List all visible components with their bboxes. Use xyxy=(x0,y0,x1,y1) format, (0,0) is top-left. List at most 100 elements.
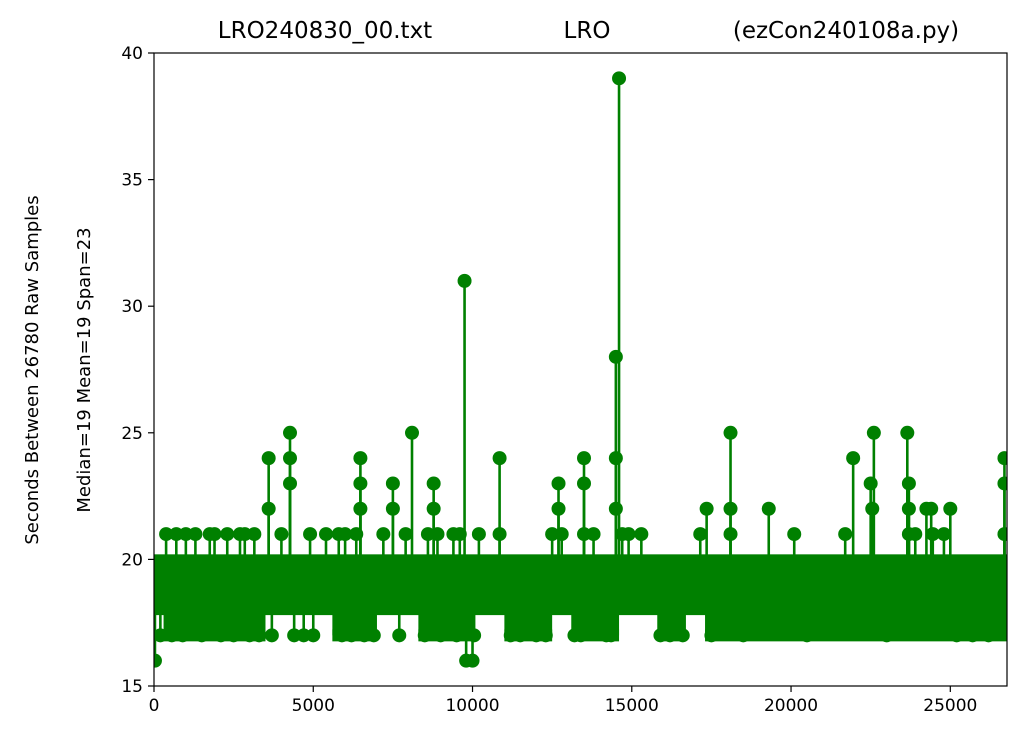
data-point xyxy=(385,501,400,516)
data-point xyxy=(799,628,814,643)
data-point xyxy=(283,451,298,466)
data-point xyxy=(612,71,627,86)
data-point xyxy=(513,628,528,643)
data-point xyxy=(261,451,276,466)
y-axis-label-line2: Median=19 Mean=19 Span=23 xyxy=(74,227,95,512)
data-point xyxy=(604,628,619,643)
data-point xyxy=(608,349,623,364)
data-point xyxy=(924,501,939,516)
data-point xyxy=(901,501,916,516)
data-point xyxy=(154,628,168,643)
data-point xyxy=(207,527,222,542)
data-point xyxy=(675,628,690,643)
data-point xyxy=(704,628,719,643)
data-point xyxy=(188,527,203,542)
data-point xyxy=(283,425,298,440)
data-point xyxy=(398,527,413,542)
data-point xyxy=(353,501,368,516)
data-point xyxy=(159,527,174,542)
data-point xyxy=(366,628,381,643)
x-axis: 0 5000 10000 15000 20000 25000 xyxy=(149,686,977,716)
plot-frame xyxy=(153,52,1008,687)
data-point xyxy=(471,527,486,542)
data-point xyxy=(164,628,179,643)
x-tick-label: 20000 xyxy=(764,696,818,716)
data-point xyxy=(866,425,881,440)
y-tick-label: 30 xyxy=(121,297,143,317)
data-point xyxy=(492,451,507,466)
x-tick-label: 25000 xyxy=(923,696,977,716)
low-sample-markers xyxy=(705,629,1007,642)
x-tick-label: 15000 xyxy=(605,696,659,716)
data-point xyxy=(492,527,507,542)
data-point xyxy=(787,527,802,542)
data-point xyxy=(417,628,432,643)
chart-title-left: LRO240830_00.txt xyxy=(218,18,432,44)
data-point xyxy=(449,628,464,643)
data-point xyxy=(247,527,262,542)
chart-title-center: LRO xyxy=(564,18,611,44)
data-point xyxy=(551,501,566,516)
data-point xyxy=(283,476,298,491)
data-point xyxy=(577,451,592,466)
data-point xyxy=(723,425,738,440)
data-point xyxy=(338,527,353,542)
data-point xyxy=(220,527,235,542)
data-point xyxy=(226,628,241,643)
y-tick-label: 40 xyxy=(121,44,143,64)
data-point xyxy=(252,628,267,643)
data-point xyxy=(586,527,601,542)
x-tick-label: 10000 xyxy=(445,696,499,716)
data-point xyxy=(353,451,368,466)
data-point xyxy=(154,653,162,668)
data-point xyxy=(663,628,678,643)
data-point xyxy=(925,527,940,542)
data-point xyxy=(344,628,359,643)
data-point xyxy=(981,628,996,643)
data-point xyxy=(908,527,923,542)
data-point xyxy=(997,451,1007,466)
data-point xyxy=(621,527,636,542)
data-point xyxy=(879,628,894,643)
data-point xyxy=(213,628,228,643)
data-point xyxy=(965,628,980,643)
data-point xyxy=(865,501,880,516)
data-point xyxy=(405,425,420,440)
data-point xyxy=(261,501,276,516)
data-point xyxy=(551,476,566,491)
data-point xyxy=(430,527,445,542)
data-point xyxy=(900,425,915,440)
plot-area xyxy=(154,71,1007,668)
data-point xyxy=(433,628,448,643)
y-axis-label-line1: Seconds Between 26780 Raw Samples xyxy=(22,195,43,544)
data-point xyxy=(936,527,951,542)
data-point xyxy=(175,628,190,643)
data-point xyxy=(194,628,209,643)
data-point xyxy=(949,628,964,643)
data-point xyxy=(846,451,861,466)
data-point xyxy=(554,527,569,542)
data-point xyxy=(264,628,279,643)
data-point xyxy=(634,527,649,542)
data-point xyxy=(997,476,1007,491)
data-point xyxy=(693,527,708,542)
y-axis: 15 20 25 30 35 40 xyxy=(121,44,154,697)
data-point xyxy=(538,628,553,643)
y-tick-label: 25 xyxy=(121,424,143,444)
data-point xyxy=(723,527,738,542)
data-point xyxy=(353,476,368,491)
data-point xyxy=(699,501,714,516)
x-tick-label: 5000 xyxy=(292,696,335,716)
y-tick-label: 20 xyxy=(121,550,143,570)
data-point xyxy=(761,501,776,516)
data-point xyxy=(723,501,738,516)
data-point xyxy=(577,476,592,491)
data-point xyxy=(426,501,441,516)
data-point xyxy=(467,628,482,643)
data-point xyxy=(392,628,407,643)
y-tick-label: 35 xyxy=(121,171,143,191)
y-tick-label: 15 xyxy=(121,677,143,697)
data-point xyxy=(303,527,318,542)
data-point xyxy=(385,476,400,491)
